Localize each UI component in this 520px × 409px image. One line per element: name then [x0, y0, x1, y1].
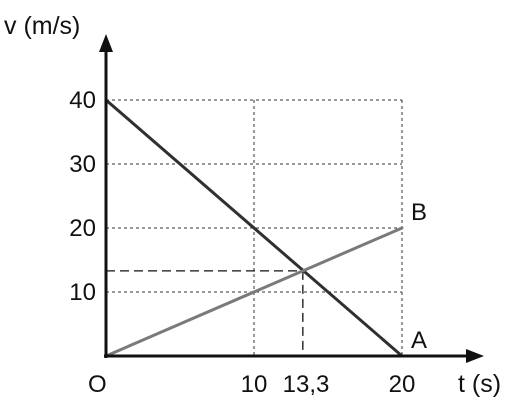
labels: v (m/s) t (s) O 10 20 30 40 10 13,3 20 A B: [4, 12, 501, 398]
origin-label: O: [88, 371, 107, 398]
y-axis-label: v (m/s): [4, 12, 80, 40]
y-axis-arrow: [99, 34, 113, 52]
x-tick-label: 10: [241, 371, 268, 398]
x-tick-label: 13,3: [283, 371, 330, 398]
series-label-a: A: [411, 327, 427, 354]
series-label-b: B: [411, 199, 427, 226]
series-lines: [104, 98, 404, 358]
intersection-guides: [106, 270, 304, 356]
y-tick-label: 30: [69, 151, 96, 178]
y-tick-label: 20: [69, 215, 96, 242]
x-axis-arrow: [466, 349, 484, 363]
y-tick-label: 10: [69, 279, 96, 306]
x-tick-label: 20: [389, 371, 416, 398]
series-line-a: [104, 98, 404, 358]
y-tick-label: 40: [69, 87, 96, 114]
x-axis-label: t (s): [458, 370, 501, 398]
series-line-b: [104, 226, 404, 358]
axes: [99, 34, 484, 363]
